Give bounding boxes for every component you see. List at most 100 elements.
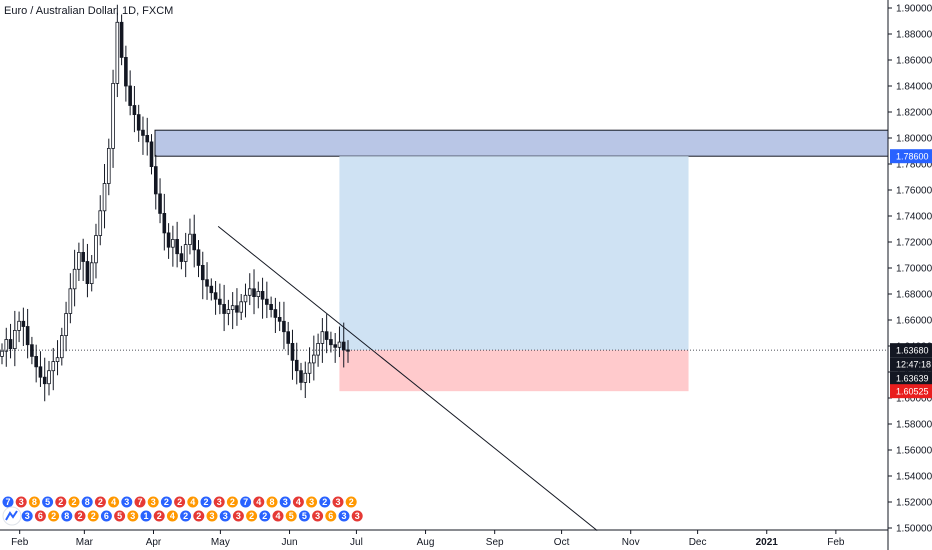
- event-badge[interactable]: 3: [337, 509, 351, 523]
- event-badges[interactable]: 7133865228228226453371322422422333237242…: [1, 495, 364, 523]
- candle[interactable]: [60, 327, 64, 366]
- candle[interactable]: [213, 281, 218, 315]
- candle[interactable]: [13, 310, 17, 367]
- candle[interactable]: [162, 193, 167, 251]
- event-badge[interactable]: 4: [186, 495, 200, 509]
- event-badge[interactable]: 3: [331, 495, 345, 509]
- candle[interactable]: [128, 70, 132, 116]
- trendline[interactable]: [217, 226, 598, 531]
- event-badge[interactable]: 2: [225, 495, 239, 509]
- candle[interactable]: [324, 314, 329, 354]
- candle[interactable]: [329, 331, 333, 353]
- candle[interactable]: [307, 347, 312, 384]
- candle[interactable]: [333, 333, 337, 363]
- event-badge[interactable]: 2: [318, 495, 332, 509]
- position-target-area[interactable]: [339, 156, 689, 351]
- candle[interactable]: [286, 321, 290, 356]
- candle[interactable]: [17, 311, 21, 343]
- candle[interactable]: [106, 138, 111, 196]
- event-badge[interactable]: 1: [139, 509, 153, 523]
- price-axis[interactable]: 1.90000 1.88000 1.86000 1.84000 1.82000 1.800…: [888, 4, 932, 535]
- candle[interactable]: [132, 86, 137, 133]
- event-badge[interactable]: 3: [350, 509, 364, 523]
- event-badge[interactable]: 3: [120, 495, 134, 509]
- event-badge[interactable]: 5: [113, 509, 127, 523]
- candle[interactable]: [42, 357, 47, 402]
- candle[interactable]: [179, 245, 184, 270]
- candle[interactable]: [136, 104, 141, 142]
- candle[interactable]: [153, 154, 158, 210]
- event-badge[interactable]: 2: [86, 509, 100, 523]
- event-badge[interactable]: 2: [54, 495, 68, 509]
- event-badge[interactable]: 6: [99, 509, 113, 523]
- event-badge[interactable]: 2: [245, 509, 259, 523]
- event-badge[interactable]: 4: [271, 509, 285, 523]
- time-axis[interactable]: Feb Mar Apr May Jun Jul Aug Sep Oct Nov Dec 2021 Feb: [11, 530, 845, 548]
- candle[interactable]: [85, 243, 90, 298]
- event-badge[interactable]: 7: [1, 495, 15, 509]
- candle[interactable]: [141, 116, 145, 155]
- event-badge[interactable]: 2: [344, 495, 358, 509]
- candle[interactable]: [102, 164, 107, 229]
- event-badge[interactable]: 3: [20, 509, 34, 523]
- candle[interactable]: [247, 273, 252, 306]
- event-badge[interactable]: 2: [73, 509, 87, 523]
- candle[interactable]: [200, 251, 205, 300]
- event-badge[interactable]: 3: [305, 495, 319, 509]
- candle[interactable]: [303, 361, 308, 398]
- event-badge[interactable]: 2: [199, 495, 213, 509]
- event-badge[interactable]: 3: [278, 495, 292, 509]
- event-badge[interactable]: 4: [107, 495, 121, 509]
- candle[interactable]: [341, 322, 346, 368]
- candle[interactable]: [124, 45, 128, 102]
- event-badge[interactable]: 6: [324, 509, 338, 523]
- candle[interactable]: [235, 288, 239, 326]
- event-badge[interactable]: 5: [41, 495, 55, 509]
- event-badge[interactable]: 2: [179, 509, 193, 523]
- candle[interactable]: [21, 307, 26, 346]
- candle[interactable]: [243, 283, 248, 318]
- candle[interactable]: [119, 14, 124, 66]
- candle[interactable]: [183, 232, 188, 278]
- candle[interactable]: [98, 195, 103, 246]
- event-badge[interactable]: 2: [47, 509, 61, 523]
- candle[interactable]: [230, 292, 235, 330]
- tradingview-logo-icon[interactable]: [2, 506, 22, 526]
- candle[interactable]: [312, 335, 316, 381]
- candle[interactable]: [94, 223, 98, 279]
- candle[interactable]: [115, 4, 120, 98]
- candle[interactable]: [294, 342, 299, 385]
- event-badge[interactable]: 4: [165, 509, 179, 523]
- candle[interactable]: [8, 323, 13, 359]
- position-stop-area[interactable]: [339, 350, 689, 392]
- event-badge[interactable]: 4: [252, 495, 266, 509]
- event-badge[interactable]: 2: [192, 509, 206, 523]
- candle[interactable]: [175, 221, 179, 268]
- candle[interactable]: [145, 117, 150, 156]
- candle[interactable]: [47, 360, 51, 396]
- candle[interactable]: [209, 278, 214, 301]
- event-badge[interactable]: 6: [33, 509, 47, 523]
- candle[interactable]: [265, 281, 269, 319]
- event-badge[interactable]: 8: [265, 495, 279, 509]
- candle[interactable]: [252, 269, 256, 315]
- candle[interactable]: [4, 327, 9, 367]
- candle[interactable]: [196, 240, 201, 278]
- candle[interactable]: [51, 347, 56, 391]
- candle[interactable]: [89, 255, 94, 292]
- event-badge[interactable]: 3: [146, 495, 160, 509]
- candle[interactable]: [188, 218, 192, 255]
- candle[interactable]: [68, 273, 73, 324]
- event-badge[interactable]: 5: [297, 509, 311, 523]
- event-badge[interactable]: 3: [311, 509, 325, 523]
- candle[interactable]: [0, 343, 4, 365]
- candle[interactable]: [277, 301, 282, 332]
- candle[interactable]: [25, 308, 30, 359]
- candle[interactable]: [282, 301, 286, 350]
- event-badge[interactable]: 3: [205, 509, 219, 523]
- event-badge[interactable]: 2: [152, 509, 166, 523]
- candle[interactable]: [149, 134, 154, 175]
- candle[interactable]: [55, 340, 60, 376]
- event-badge[interactable]: 3: [231, 509, 245, 523]
